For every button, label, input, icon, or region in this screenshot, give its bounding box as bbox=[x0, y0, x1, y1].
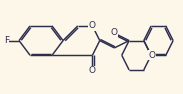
Text: O: O bbox=[110, 28, 117, 37]
Text: F: F bbox=[4, 36, 9, 45]
Text: O: O bbox=[149, 51, 156, 60]
Text: O: O bbox=[89, 66, 96, 75]
Text: O: O bbox=[89, 21, 96, 30]
